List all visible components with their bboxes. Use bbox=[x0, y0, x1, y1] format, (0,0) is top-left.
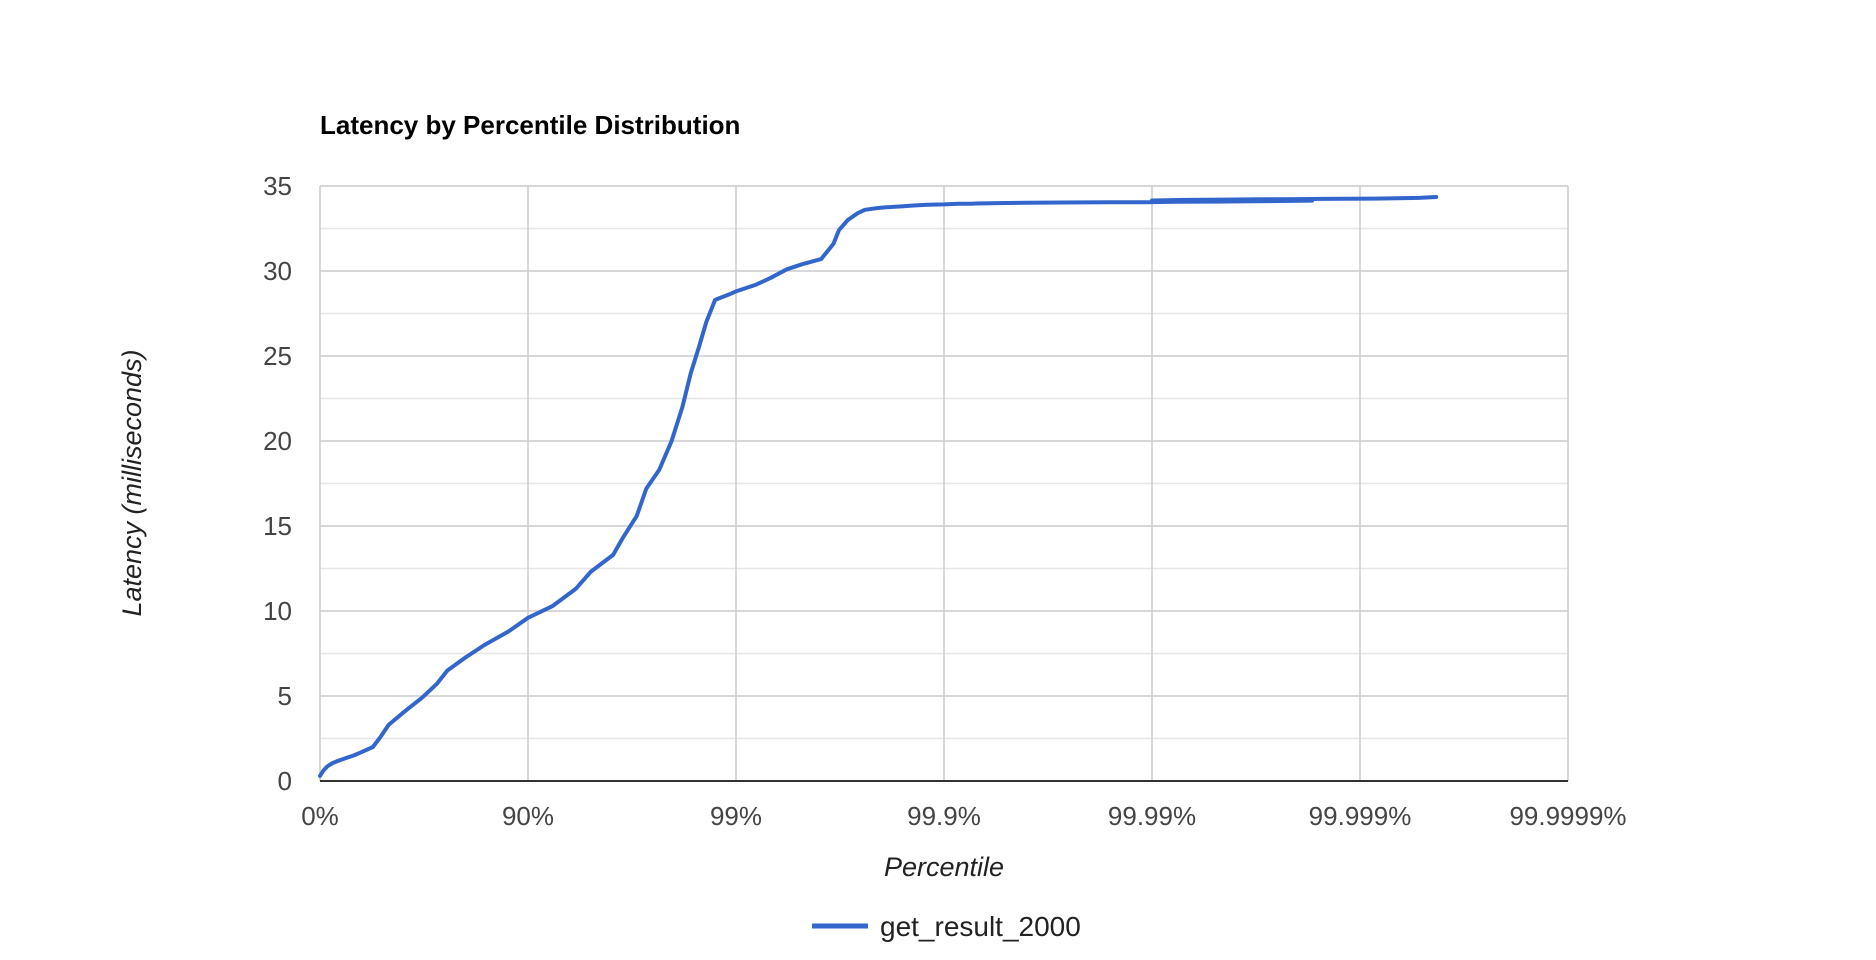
y-tick-label: 25 bbox=[263, 341, 292, 371]
y-axis-ticks: 0 5 10 15 20 25 30 35 bbox=[263, 171, 292, 796]
series-line-get_result_2000 bbox=[318, 195, 1439, 778]
x-tick-label: 90% bbox=[502, 801, 554, 831]
x-tick-label: 99.99% bbox=[1108, 801, 1196, 831]
y-tick-label: 0 bbox=[278, 766, 292, 796]
x-axis-title: Percentile bbox=[884, 852, 1004, 882]
x-tick-label: 99.9999% bbox=[1509, 801, 1626, 831]
y-tick-label: 35 bbox=[263, 171, 292, 201]
x-tick-label: 99.999% bbox=[1309, 801, 1412, 831]
y-tick-label: 10 bbox=[263, 596, 292, 626]
y-tick-label: 20 bbox=[263, 426, 292, 456]
gridlines bbox=[319, 185, 1569, 782]
x-axis-ticks: 0% 90% 99% 99.9% 99.99% 99.999% 99.9999% bbox=[301, 801, 1626, 831]
legend[interactable]: get_result_2000 bbox=[812, 911, 1081, 942]
chart-title: Latency by Percentile Distribution bbox=[320, 110, 740, 140]
y-tick-label: 5 bbox=[278, 681, 292, 711]
y-axis-title: Latency (milliseconds) bbox=[117, 349, 147, 616]
x-tick-label: 99.9% bbox=[907, 801, 981, 831]
series-lines bbox=[318, 195, 1439, 778]
x-tick-label: 0% bbox=[301, 801, 339, 831]
legend-label[interactable]: get_result_2000 bbox=[880, 911, 1081, 942]
y-tick-label: 30 bbox=[263, 256, 292, 286]
y-tick-label: 15 bbox=[263, 511, 292, 541]
x-tick-label: 99% bbox=[710, 801, 762, 831]
